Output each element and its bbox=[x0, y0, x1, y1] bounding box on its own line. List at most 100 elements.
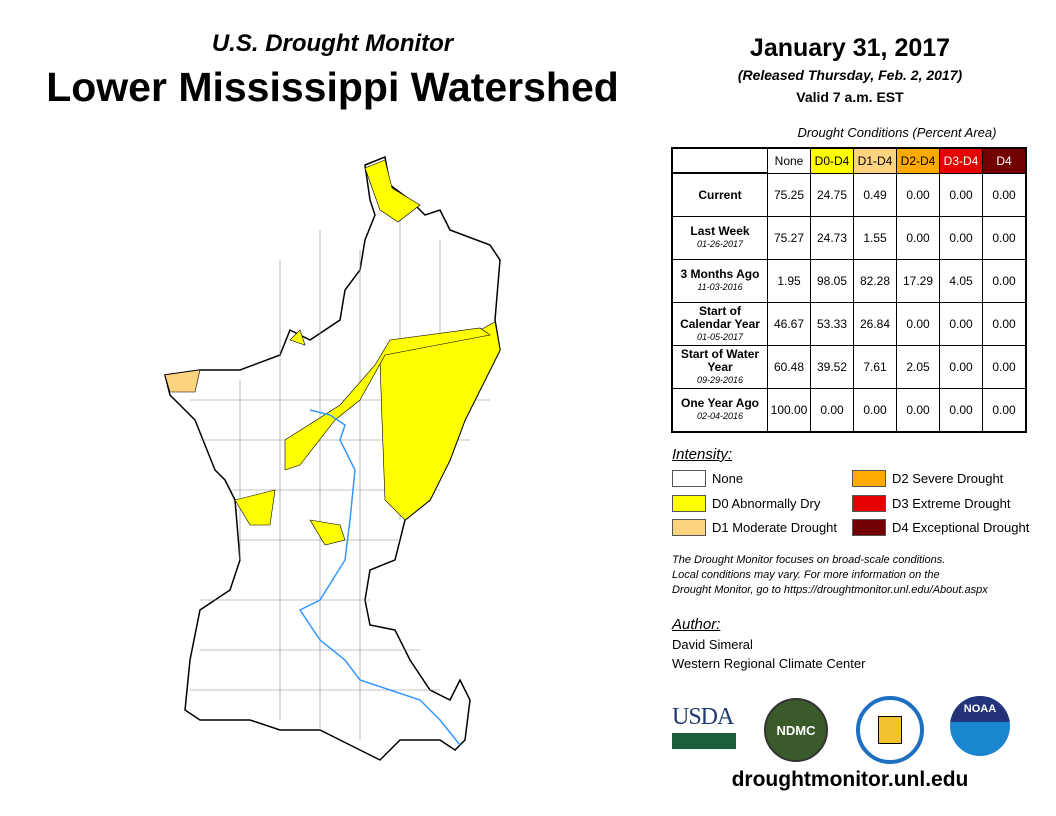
legend-item: D3 Extreme Drought bbox=[852, 495, 1011, 512]
row-label-text: 3 Months Ago bbox=[680, 267, 760, 281]
row-label: Start of Calendar Year 01-05-2017 bbox=[671, 302, 768, 346]
legend-swatch bbox=[852, 519, 886, 536]
row-label: Last Week 01-26-2017 bbox=[671, 216, 768, 260]
disclaimer-note: The Drought Monitor focuses on broad-sca… bbox=[672, 553, 988, 598]
legend-swatch bbox=[852, 495, 886, 512]
author-name: David Simeral bbox=[672, 637, 753, 652]
table-cell: 0.00 bbox=[982, 345, 1027, 389]
legend-label: D3 Extreme Drought bbox=[892, 496, 1011, 511]
legend-label: D0 Abnormally Dry bbox=[712, 496, 821, 511]
legend-item: D1 Moderate Drought bbox=[672, 519, 837, 536]
row-label-text: Current bbox=[698, 187, 742, 202]
table-cell: 0.00 bbox=[853, 388, 897, 433]
legend-swatch bbox=[852, 470, 886, 487]
valid-time: Valid 7 a.m. EST bbox=[796, 89, 904, 105]
row-label: Current bbox=[671, 172, 768, 217]
table-cell: 0.00 bbox=[939, 302, 983, 346]
d1-moderate-drought-area bbox=[164, 369, 201, 393]
row-label: Start of Water Year 09-29-2016 bbox=[671, 345, 768, 389]
col-d1-d4: D1-D4 bbox=[853, 147, 897, 174]
row-date: 11-03-2016 bbox=[697, 282, 743, 292]
table-cell: 0.00 bbox=[982, 388, 1027, 433]
noaa-logo: NOAA bbox=[950, 696, 1010, 756]
table-cell: 98.05 bbox=[810, 259, 854, 303]
release-date: (Released Thursday, Feb. 2, 2017) bbox=[737, 67, 963, 83]
legend-label: D1 Moderate Drought bbox=[712, 520, 838, 535]
table-cell: 0.00 bbox=[939, 172, 983, 217]
table-cell: 0.00 bbox=[939, 216, 983, 260]
legend-item: D0 Abnormally Dry bbox=[672, 495, 820, 512]
website-url[interactable]: droughtmonitor.unl.edu bbox=[731, 768, 969, 791]
table-cell: 24.75 bbox=[810, 172, 854, 217]
legend-label: None bbox=[712, 471, 744, 486]
col-d0-d4: D0-D4 bbox=[810, 147, 854, 174]
table-caption: Drought Conditions (Percent Area) bbox=[797, 125, 997, 140]
table-cell: 1.55 bbox=[853, 216, 897, 260]
noaa-logo-text: NOAA bbox=[950, 696, 1010, 722]
usda-logo: USDA bbox=[672, 704, 736, 749]
commerce-seal-logo bbox=[856, 696, 924, 764]
table-cell: 82.28 bbox=[853, 259, 897, 303]
legend-swatch bbox=[672, 470, 706, 487]
row-date: 01-05-2017 bbox=[696, 331, 744, 342]
table-cell: 0.00 bbox=[939, 345, 983, 389]
col-d2-d4: D2-D4 bbox=[896, 147, 940, 174]
mississippi-river bbox=[298, 409, 461, 746]
usda-logo-text: USDA bbox=[672, 704, 734, 730]
table-row: Start of Calendar Year 01-05-2017 46.67 53.… bbox=[671, 302, 1027, 346]
row-label: 3 Months Ago 11-03-2016 bbox=[671, 259, 768, 303]
table-cell: 0.49 bbox=[853, 172, 897, 217]
d0-abnormally-dry-areas bbox=[234, 159, 501, 546]
col-d3-d4: D3-D4 bbox=[939, 147, 983, 174]
row-label-text: Start of Water Year bbox=[680, 346, 760, 374]
header-blank bbox=[672, 148, 768, 174]
table-cell: 60.48 bbox=[767, 345, 811, 389]
row-label-text: Start of Calendar Year bbox=[680, 303, 760, 331]
table-cell: 7.61 bbox=[853, 345, 897, 389]
legend-item: None bbox=[672, 470, 743, 487]
author-label: Author: bbox=[672, 616, 721, 633]
drought-conditions-table: None D0-D4 D1-D4 D2-D4 D3-D4 D4 Current 7… bbox=[671, 147, 1027, 433]
col-none: None bbox=[767, 147, 811, 174]
table-cell: 17.29 bbox=[896, 259, 940, 303]
legend-label: D4 Exceptional Drought bbox=[892, 520, 1030, 535]
row-label-text: Last Week bbox=[690, 224, 750, 238]
row-date: 09-29-2016 bbox=[696, 374, 744, 385]
table-cell: 39.52 bbox=[810, 345, 854, 389]
table-cell: 75.25 bbox=[767, 172, 811, 217]
table-cell: 0.00 bbox=[982, 259, 1027, 303]
ndmc-logo: NDMC bbox=[764, 698, 828, 762]
watershed-map bbox=[164, 155, 501, 761]
table-cell: 0.00 bbox=[939, 388, 983, 433]
map-subtitle: U.S. Drought Monitor bbox=[211, 30, 454, 57]
table-cell: 26.84 bbox=[853, 302, 897, 346]
table-row: Start of Water Year 09-29-2016 60.48 39.52 7… bbox=[671, 345, 1027, 389]
map-title: Lower Mississippi Watershed bbox=[46, 64, 619, 110]
table-cell: 0.00 bbox=[896, 302, 940, 346]
table-row: Current 75.25 24.75 0.49 0.00 0.00 0.00 bbox=[671, 172, 1027, 217]
table-cell: 0.00 bbox=[982, 216, 1027, 260]
table-cell: 0.00 bbox=[982, 172, 1027, 217]
map-date: January 31, 2017 bbox=[749, 34, 951, 62]
table-cell: 0.00 bbox=[896, 172, 940, 217]
legend-label: D2 Severe Drought bbox=[892, 471, 1004, 486]
note-line: Drought Monitor, go to https://droughtmo… bbox=[672, 584, 988, 596]
table-cell: 46.67 bbox=[767, 302, 811, 346]
table-row: One Year Ago 02-04-2016 100.00 0.00 0.00 0.00… bbox=[671, 388, 1027, 433]
table-cell: 2.05 bbox=[896, 345, 940, 389]
legend-item: D4 Exceptional Drought bbox=[852, 519, 1029, 536]
table-cell: 0.00 bbox=[896, 216, 940, 260]
table-cell: 75.27 bbox=[767, 216, 811, 260]
table-cell: 4.05 bbox=[939, 259, 983, 303]
table-row: Last Week 01-26-2017 75.27 24.73 1.55 0.00 0.0… bbox=[671, 216, 1027, 260]
note-line: Local conditions may vary. For more info… bbox=[672, 569, 940, 581]
row-date: 01-26-2017 bbox=[696, 239, 744, 249]
row-label-text: One Year Ago bbox=[680, 396, 760, 410]
table-cell: 100.00 bbox=[767, 388, 811, 433]
table-header-row: None D0-D4 D1-D4 D2-D4 D3-D4 D4 bbox=[672, 147, 1027, 174]
table-cell: 0.00 bbox=[810, 388, 854, 433]
legend-swatch bbox=[672, 519, 706, 536]
table-cell: 1.95 bbox=[767, 259, 811, 303]
table-cell: 0.00 bbox=[896, 388, 940, 433]
table-cell: 0.00 bbox=[982, 302, 1027, 346]
